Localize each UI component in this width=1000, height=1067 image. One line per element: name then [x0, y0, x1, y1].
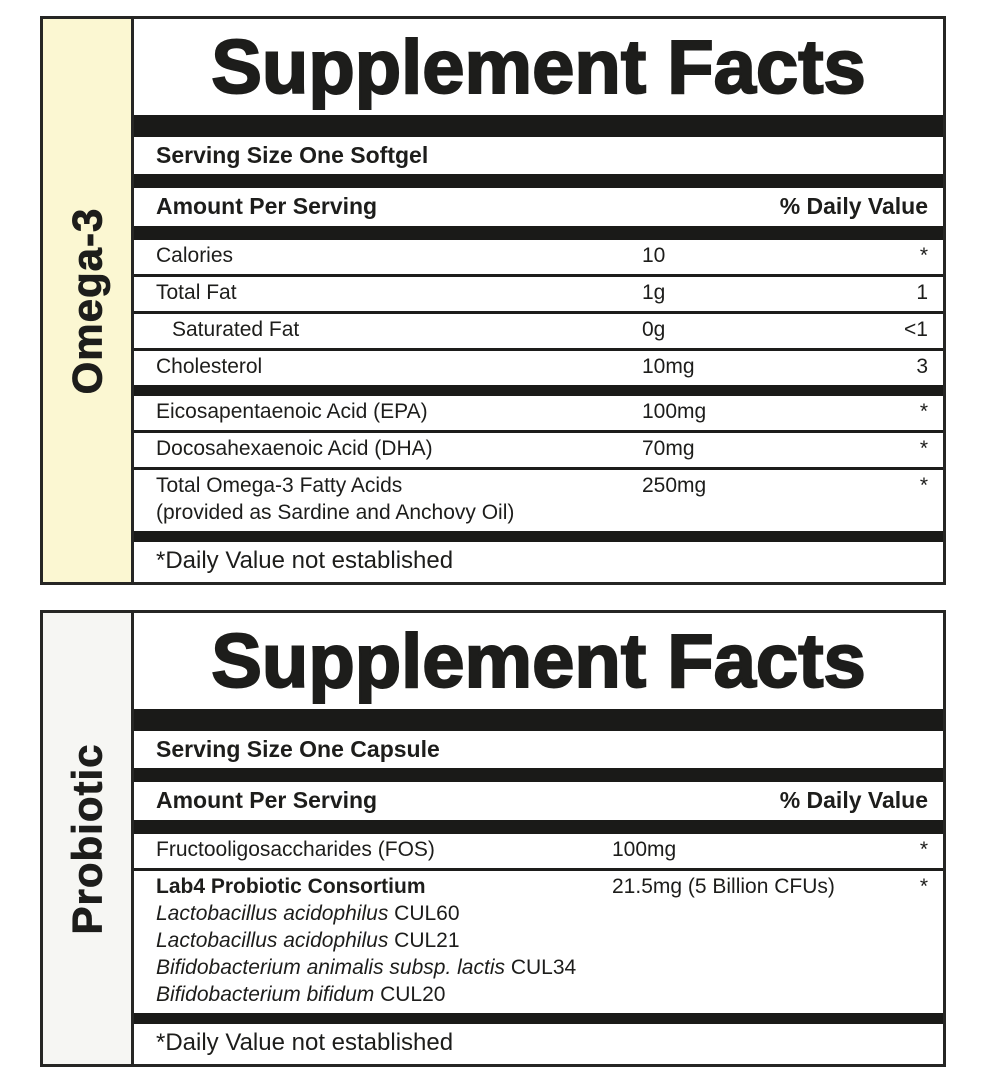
strain-species: Lactobacillus acidophilus: [156, 929, 389, 952]
row-separator: [134, 467, 943, 470]
strain-species: Bifidobacterium animalis subsp. lactis: [156, 956, 505, 979]
table-row: Lab4 Probiotic Consortium Lactobacillus a…: [134, 871, 943, 1013]
ingredient-name-text: Total Fat: [156, 281, 237, 304]
ingredient-name-text: Total Omega-3 Fatty Acids: [156, 474, 403, 497]
ingredient-name: Lab4 Probiotic Consortium Lactobacillus a…: [156, 874, 612, 1008]
ingredient-daily-value: *: [919, 437, 928, 460]
divider-bar: [134, 531, 943, 542]
ingredient-name-text: Fructooligosaccharides (FOS): [156, 838, 435, 861]
divider-bar-thick: [134, 115, 943, 137]
ingredient-name: Saturated Fat: [156, 317, 642, 343]
strain-species: Bifidobacterium bifidum: [156, 983, 375, 1006]
strain-species: Lactobacillus acidophilus: [156, 902, 389, 925]
table-row: Eicosapentaenoic Acid (EPA) 100mg *: [134, 396, 943, 430]
ingredient-name: Eicosapentaenoic Acid (EPA): [156, 399, 642, 425]
row-separator: [134, 868, 943, 871]
strain-code: CUL60: [388, 902, 460, 925]
ingredient-daily-value: *: [919, 838, 928, 861]
ingredient-name: Docosahexaenoic Acid (DHA): [156, 436, 642, 462]
divider-bar: [134, 820, 943, 834]
ingredient-amount: 10mg: [642, 355, 695, 378]
divider-bar: [134, 1013, 943, 1024]
row-separator: [134, 430, 943, 433]
ingredient-amount: 0g: [642, 318, 666, 341]
table-row: Cholesterol 10mg 3: [134, 351, 943, 385]
strain-code: CUL20: [374, 983, 446, 1006]
strain-line: Bifidobacterium bifidum CUL20: [156, 981, 612, 1008]
ingredient-name: Cholesterol: [156, 354, 642, 380]
ingredient-amount: 100mg: [642, 400, 707, 423]
daily-value-label: % Daily Value: [779, 787, 928, 813]
table-row: Total Omega-3 Fatty Acids (provided as Sa…: [134, 470, 943, 531]
panel-content: Supplement Facts Serving Size One Capsul…: [134, 613, 943, 1064]
amount-per-serving-label: Amount Per Serving: [156, 193, 378, 219]
ingredient-name: Fructooligosaccharides (FOS): [156, 837, 612, 863]
ingredient-name-text: Saturated Fat: [172, 318, 300, 341]
ingredient-name-text: Docosahexaenoic Acid (DHA): [156, 437, 433, 460]
table-row: Fructooligosaccharides (FOS) 100mg *: [134, 834, 943, 868]
ingredient-name-text: Cholesterol: [156, 355, 263, 378]
ingredient-amount: 1g: [642, 281, 666, 304]
ingredient-amount: 250mg: [642, 474, 707, 497]
row-separator: [134, 311, 943, 314]
ingredient-name-text: Lab4 Probiotic Consortium: [156, 875, 426, 898]
table-row: Docosahexaenoic Acid (DHA) 70mg *: [134, 433, 943, 467]
ingredient-daily-value: *: [919, 244, 928, 267]
ingredient-amount: 10: [642, 244, 666, 267]
column-header: Amount Per Serving % Daily Value: [134, 782, 943, 820]
panel-title: Supplement Facts: [210, 618, 867, 705]
row-separator: [134, 274, 943, 277]
ingredient-daily-value: <1: [904, 318, 928, 341]
supplement-facts-panel-probiotic: Probiotic Supplement Facts Serving Size …: [40, 610, 946, 1067]
strain-code: CUL34: [504, 956, 577, 979]
sidebar-omega3: Omega-3: [43, 19, 134, 582]
ingredient-name-subtext: (provided as Sardine and Anchovy Oil): [156, 501, 515, 524]
ingredient-name: Total Omega-3 Fatty Acids (provided as Sa…: [156, 473, 642, 526]
table-row: Saturated Fat 0g <1: [134, 314, 943, 348]
ingredient-name-text: Calories: [156, 244, 234, 267]
ingredient-daily-value: *: [919, 400, 928, 423]
ingredient-amount: 21.5mg (5 Billion CFUs): [612, 875, 835, 898]
side-label-omega3: Omega-3: [63, 207, 111, 395]
ingredient-daily-value: *: [919, 474, 928, 497]
strain-code: CUL21: [388, 929, 460, 952]
ingredient-name-text: Eicosapentaenoic Acid (EPA): [156, 400, 428, 423]
panel-content: Supplement Facts Serving Size One Softge…: [134, 19, 943, 582]
serving-size: Serving Size One Capsule: [156, 736, 440, 762]
amount-per-serving-label: Amount Per Serving: [156, 787, 378, 813]
divider-bar: [134, 226, 943, 240]
footnote: *Daily Value not established: [156, 547, 454, 574]
ingredient-daily-value: *: [919, 875, 928, 898]
divider-bar-thick: [134, 709, 943, 731]
daily-value-label: % Daily Value: [779, 193, 928, 219]
strain-line: Lactobacillus acidophilus CUL60: [156, 900, 612, 927]
ingredient-amount: 100mg: [612, 838, 677, 861]
ingredient-daily-value: 1: [916, 281, 928, 304]
strain-line: Lactobacillus acidophilus CUL21: [156, 927, 612, 954]
column-header: Amount Per Serving % Daily Value: [134, 188, 943, 226]
divider-bar: [134, 385, 943, 396]
panel-title: Supplement Facts: [210, 24, 867, 111]
nutrient-rows: Fructooligosaccharides (FOS) 100mg * Lab4 P…: [134, 834, 943, 1013]
ingredient-daily-value: 3: [916, 355, 928, 378]
ingredient-name: Total Fat: [156, 280, 642, 306]
divider-bar: [134, 174, 943, 188]
row-separator: [134, 348, 943, 351]
strain-line: Bifidobacterium animalis subsp. lactis C…: [156, 954, 612, 981]
sidebar-probiotic: Probiotic: [43, 613, 134, 1064]
nutrient-rows: Calories 10 * Total Fat 1g 1 Saturated Fat 0g <1…: [134, 240, 943, 531]
side-label-probiotic: Probiotic: [63, 742, 111, 935]
ingredient-amount: 70mg: [642, 437, 695, 460]
ingredient-name: Calories: [156, 243, 642, 269]
footnote: *Daily Value not established: [156, 1029, 454, 1056]
divider-bar: [134, 768, 943, 782]
table-row: Calories 10 *: [134, 240, 943, 274]
supplement-facts-panel-omega3: Omega-3 Supplement Facts Serving Size On…: [40, 16, 946, 585]
serving-size: Serving Size One Softgel: [156, 142, 429, 168]
table-row: Total Fat 1g 1: [134, 277, 943, 311]
